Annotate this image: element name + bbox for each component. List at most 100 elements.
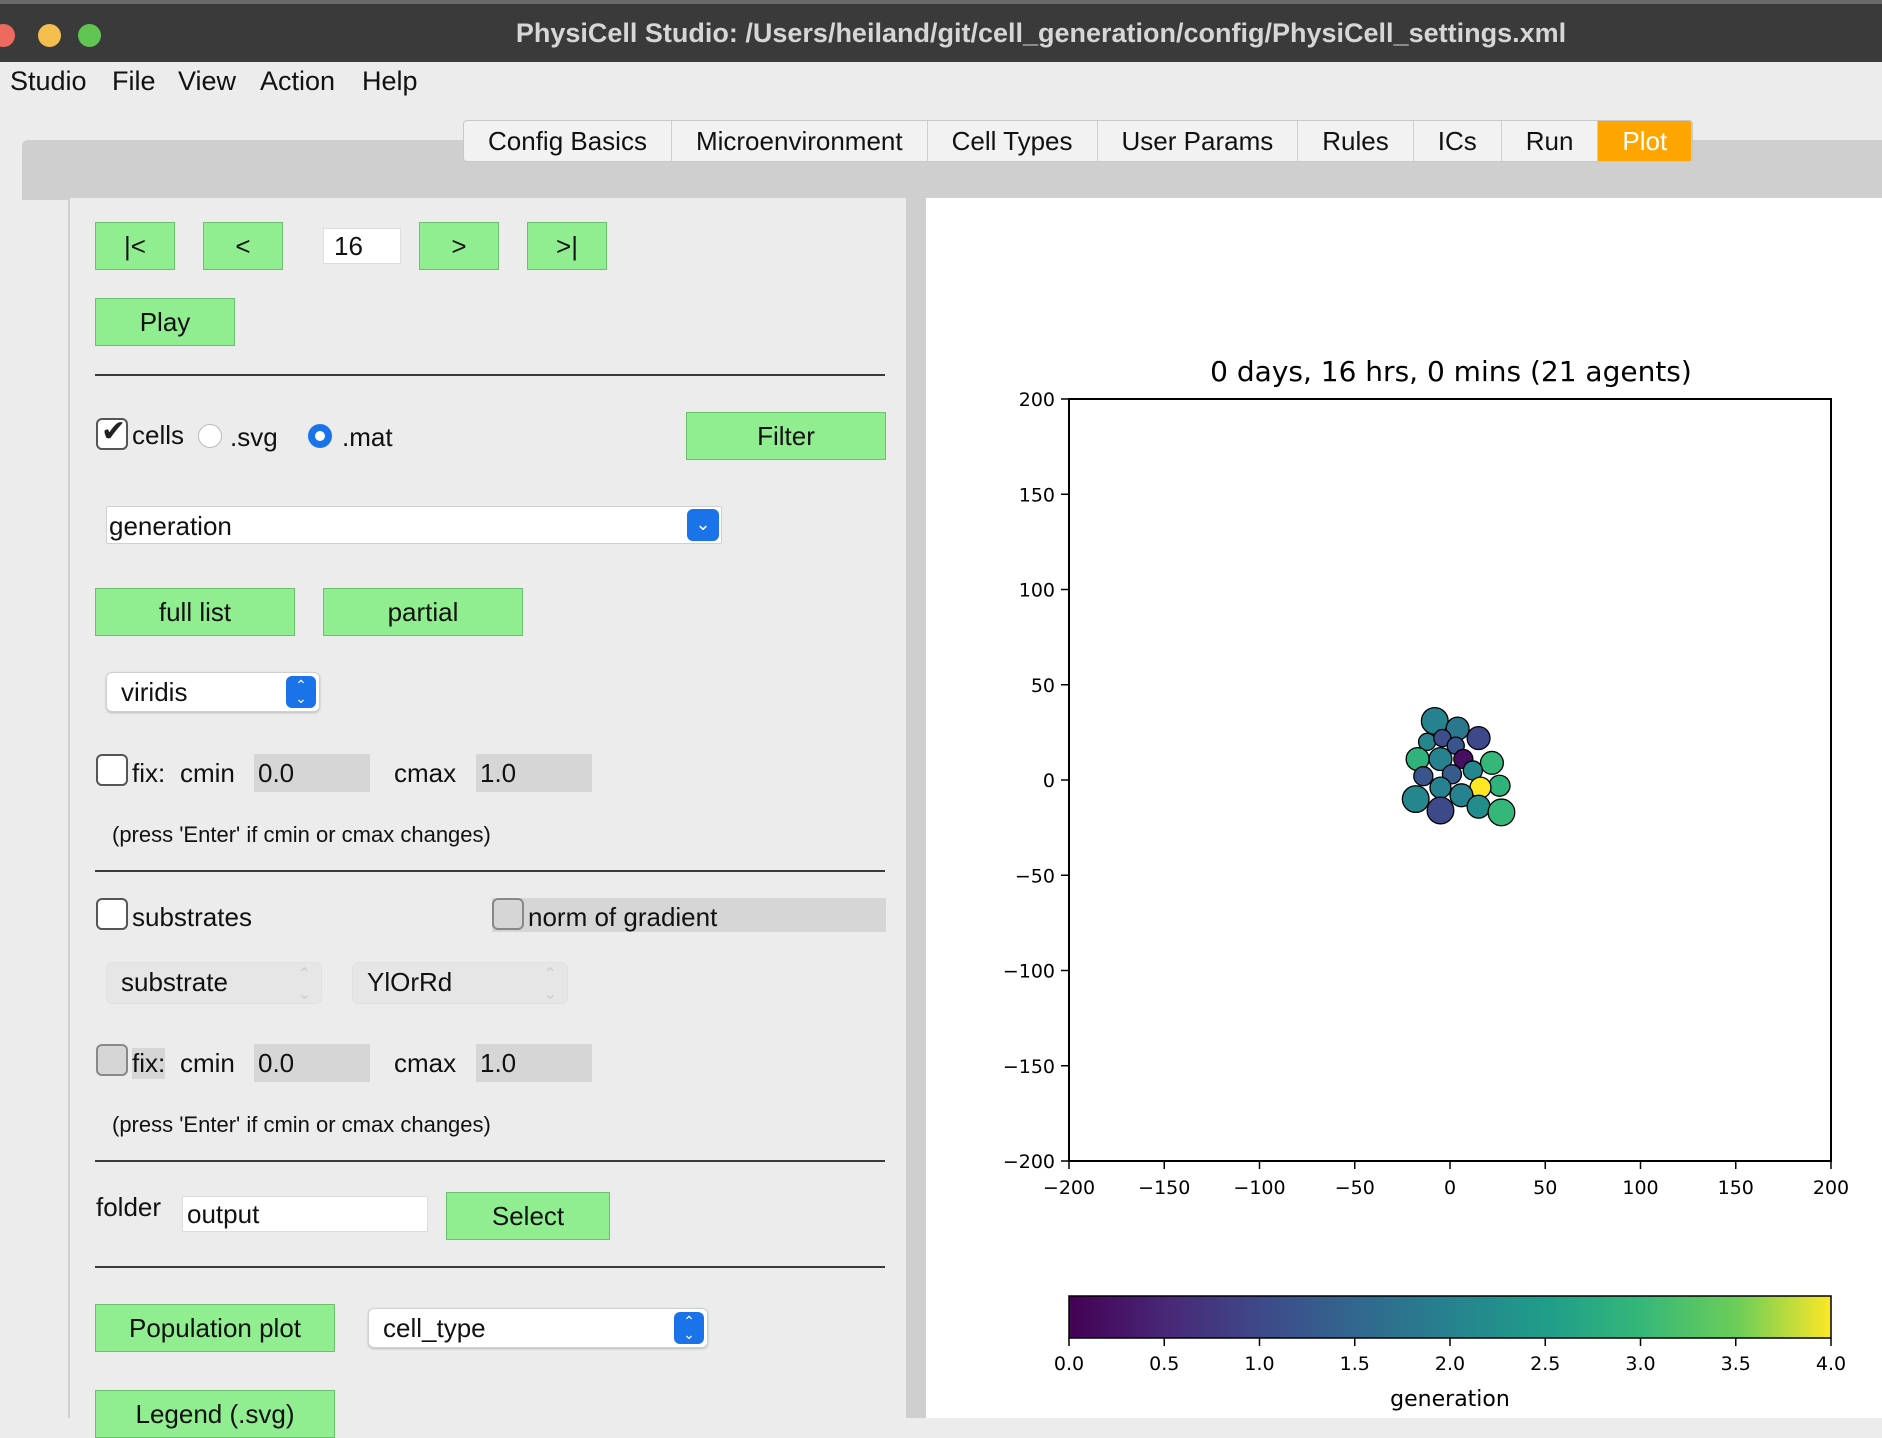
y-tick-label: −200 [1003,1151,1055,1173]
colorbar-tick-label: 3.5 [1721,1353,1751,1375]
x-tick-label: −150 [1138,1177,1190,1199]
cell-scatter-plot[interactable]: 0 days, 16 hrs, 0 mins (21 agents) −200 −… [926,198,1882,1418]
colorbar [1068,1295,1832,1339]
frame-number-input[interactable]: 16 [323,228,401,264]
x-tick-label: 50 [1533,1177,1557,1199]
zoom-window-button[interactable] [78,24,101,47]
partial-button[interactable]: partial [323,588,523,636]
prev-frame-button[interactable]: < [203,222,283,270]
substrate-cmin-label: cmin [180,1048,235,1078]
y-tick-label: 0 [1043,770,1055,792]
x-tick-label: 150 [1718,1177,1754,1199]
mat-radio[interactable] [308,424,332,448]
cell-cmax-input[interactable]: 1.0 [476,754,592,792]
substrate-fix-checkbox[interactable] [96,1044,128,1076]
next-frame-button[interactable]: > [419,222,499,270]
substrate-cmax-input[interactable]: 1.0 [476,1044,592,1082]
close-window-button[interactable] [0,24,15,47]
select-folder-button[interactable]: Select [446,1192,610,1240]
menu-view[interactable]: View [178,66,237,96]
cell-scalar-value: generation [109,511,232,541]
window-title: PhysiCell Studio: /Users/heiland/git/cel… [515,18,1567,48]
y-tick-label: −100 [1003,961,1055,983]
tab-user-params[interactable]: User Params [1098,121,1299,161]
colorbar-tick-label: 1.5 [1340,1353,1370,1375]
tab-config-basics[interactable]: Config Basics [464,121,672,161]
y-tick-label: 150 [1019,484,1055,506]
population-field-value: cell_type [383,1313,486,1343]
splitter[interactable] [908,196,924,1418]
first-frame-button[interactable]: |< [95,222,175,270]
up-down-chevron-icon: ⌃ ⌄ [297,966,311,1003]
y-tick-label: 200 [1019,389,1055,411]
substrates-label: substrates [132,902,252,932]
full-list-button[interactable]: full list [95,588,295,636]
divider [95,1266,885,1268]
legend-svg-button[interactable]: Legend (.svg) [95,1390,335,1438]
colorbar-tick-label: 3.0 [1625,1353,1655,1375]
x-tick-label: 200 [1813,1177,1849,1199]
menu-action[interactable]: Action [260,66,336,96]
menu-studio[interactable]: Studio [10,66,87,96]
cells-checkbox[interactable]: ✔ [96,415,128,450]
last-frame-button[interactable]: >| [527,222,607,270]
divider [95,870,885,872]
population-plot-button[interactable]: Population plot [95,1304,335,1352]
x-tick-label: −100 [1233,1177,1285,1199]
tab-ics[interactable]: ICs [1414,121,1502,161]
checkmark-icon: ✔ [101,415,127,448]
cell-agent [1449,783,1474,808]
tab-cell-types[interactable]: Cell Types [928,121,1098,161]
minimize-window-button[interactable] [38,24,61,47]
filter-button[interactable]: Filter [686,412,886,460]
divider [95,1160,885,1162]
menu-file[interactable]: File [112,66,156,96]
cell-fix-label: fix: [132,758,166,788]
y-tick-label: −50 [1015,865,1055,887]
substrate-cmin-input[interactable]: 0.0 [254,1044,370,1082]
y-tick-label: −150 [1003,1056,1055,1078]
substrates-checkbox[interactable] [96,898,128,930]
plot-title: 0 days, 16 hrs, 0 mins (21 agents) [1210,355,1692,388]
y-tick-label: 50 [1031,675,1055,697]
tab-rules[interactable]: Rules [1298,121,1414,161]
norm-of-gradient-checkbox[interactable] [492,898,524,930]
x-tick-label: −50 [1335,1177,1375,1199]
title-bar: PhysiCell Studio: /Users/heiland/git/cel… [0,0,1882,62]
population-field-dropdown[interactable]: cell_type ⌃ ⌄ [368,1308,708,1348]
substrate-fix-label: fix: [132,1048,166,1079]
colorbar-tick-label: 2.0 [1435,1353,1465,1375]
play-button[interactable]: Play [95,298,235,346]
cell-agent [1428,746,1453,772]
menu-bar: Studio File View Action Help [0,62,1882,104]
colorbar-tick-label: 4.0 [1816,1353,1846,1375]
cell-agent [1479,750,1504,775]
x-tick-label: −200 [1043,1177,1095,1199]
cell-scalar-dropdown[interactable]: generation ⌄ [106,506,722,544]
cell-colormap-value: viridis [121,677,188,707]
cell-hint-text: (press 'Enter' if cmin or cmax changes) [112,822,491,847]
colorbar-tick-label: 0.0 [1054,1353,1084,1375]
svg-radio[interactable] [198,424,222,448]
up-down-chevron-icon: ⌃ ⌄ [286,676,316,708]
tab-plot[interactable]: Plot [1598,121,1693,161]
cell-agent [1488,774,1511,797]
tab-bar: Config Basics Microenvironment Cell Type… [463,120,1694,162]
cell-fix-checkbox[interactable] [96,754,128,786]
tab-run[interactable]: Run [1502,121,1599,161]
divider [95,374,885,376]
tab-microenvironment[interactable]: Microenvironment [672,121,928,161]
cell-cmin-input[interactable]: 0.0 [254,754,370,792]
svg-radio-label: .svg [230,422,278,452]
substrate-colormap-dropdown[interactable]: YlOrRd ⌃ ⌄ [352,962,568,1004]
cell-cmin-label: cmin [180,758,235,788]
substrate-value: substrate [121,967,228,997]
colorbar-tick-label: 1.0 [1244,1353,1274,1375]
cell-agent [1429,776,1452,799]
cell-agent [1487,798,1516,827]
menu-help[interactable]: Help [362,66,418,96]
norm-of-gradient-label: norm of gradient [528,902,718,932]
substrate-dropdown[interactable]: substrate ⌃ ⌄ [106,962,322,1004]
folder-input[interactable]: output [182,1196,428,1232]
cell-colormap-dropdown[interactable]: viridis ⌃ ⌄ [106,672,320,712]
